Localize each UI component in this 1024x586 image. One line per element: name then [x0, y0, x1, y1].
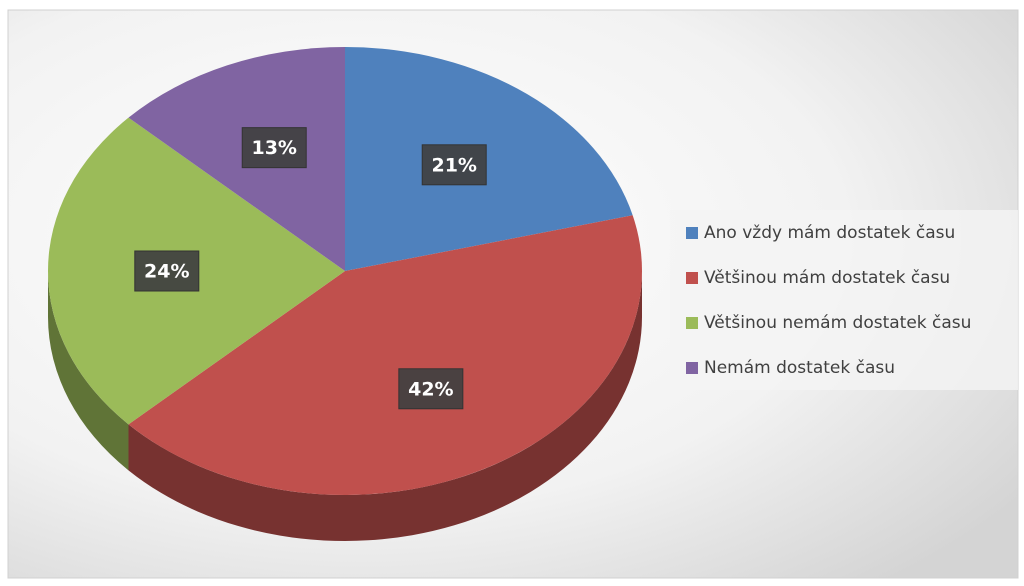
- label-box: [421, 144, 487, 186]
- label-box: [241, 127, 307, 169]
- legend-swatch: [686, 362, 698, 374]
- data-label: 24%: [144, 261, 189, 283]
- legend-swatch: [686, 272, 698, 284]
- legend-label: Nemám dostatek času: [704, 358, 895, 378]
- pie-slice: [128, 47, 345, 271]
- legend-box: [670, 210, 1018, 390]
- legend-label: Ano vždy mám dostatek času: [704, 223, 955, 243]
- legend-swatch: [686, 227, 698, 239]
- pie-side: [128, 271, 642, 541]
- data-label: 13%: [251, 137, 296, 159]
- pie-slice: [128, 215, 642, 496]
- label-box: [398, 368, 464, 410]
- pie-side: [47, 271, 129, 471]
- legend-swatch: [686, 317, 698, 329]
- legend-label: Většinou mám dostatek času: [704, 268, 950, 288]
- label-box: [134, 250, 200, 292]
- data-label: 42%: [408, 378, 453, 400]
- data-label: 21%: [431, 154, 476, 176]
- pie-slice: [345, 47, 633, 271]
- legend-label: Většinou nemám dostatek času: [704, 313, 971, 333]
